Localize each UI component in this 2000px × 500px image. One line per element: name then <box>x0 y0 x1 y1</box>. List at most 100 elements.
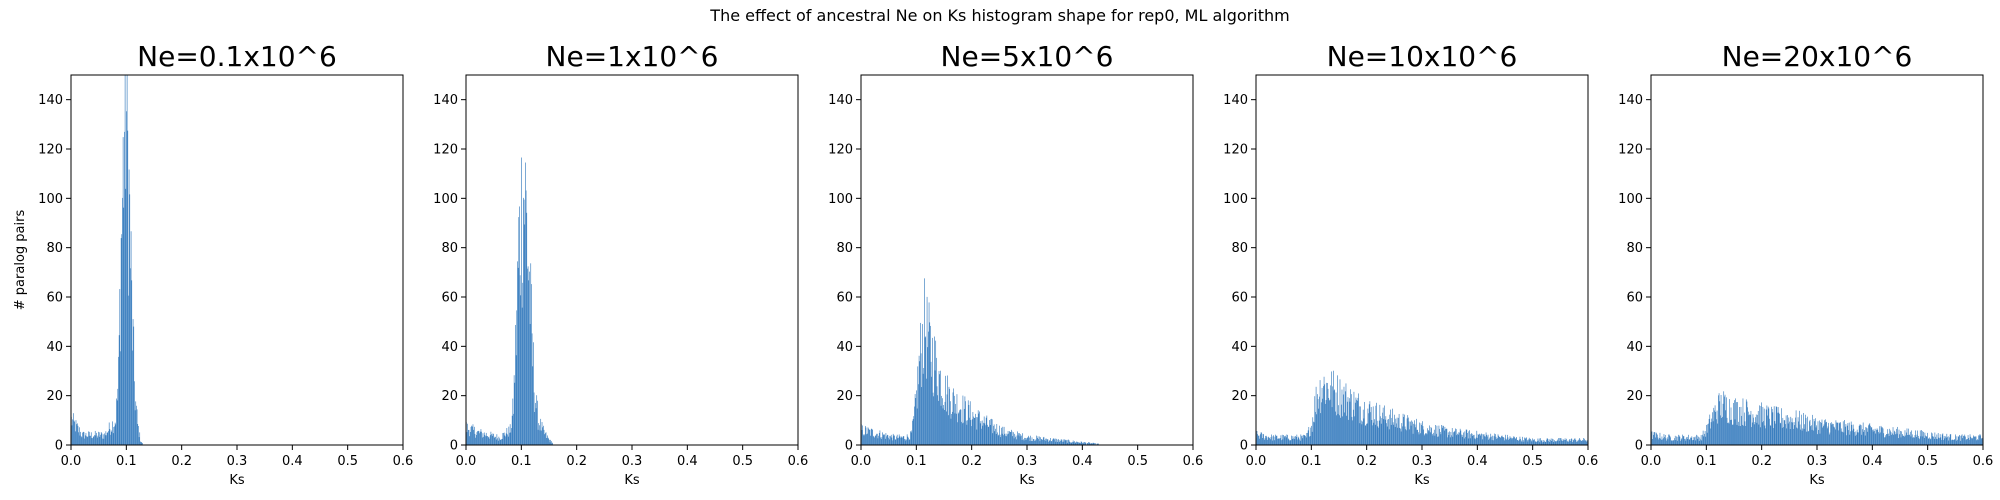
histogram-bar <box>1674 435 1676 445</box>
histogram-bar <box>1319 380 1321 445</box>
histogram-bar <box>991 418 992 445</box>
histogram-bar <box>1684 438 1686 445</box>
histogram-bar <box>1702 430 1704 445</box>
histogram-bar <box>1518 440 1519 445</box>
histogram-bar <box>1386 426 1388 445</box>
histogram-bar <box>1773 406 1775 445</box>
histogram-bar <box>1497 434 1499 445</box>
histogram-bar <box>1570 440 1571 445</box>
histogram-bar <box>1296 434 1298 445</box>
histogram-bar <box>121 234 123 445</box>
histogram-bar <box>1325 403 1326 445</box>
histogram-bar <box>1718 393 1720 445</box>
histogram-bar <box>1506 439 1507 445</box>
histogram-bar <box>1058 439 1059 445</box>
x-tick-label: 0.5 <box>1127 454 1148 469</box>
histogram-bar <box>1356 399 1357 445</box>
histogram-bar <box>1563 440 1565 445</box>
histogram-bar <box>924 337 926 445</box>
histogram-bar <box>1785 424 1786 445</box>
histogram-bar <box>1877 429 1879 445</box>
histogram-bar <box>1524 438 1526 445</box>
histogram-bar <box>952 392 954 445</box>
histogram-bar <box>1973 436 1975 445</box>
histogram-bar <box>995 434 997 445</box>
y-tick-label: 100 <box>1223 192 1248 207</box>
histogram-bar <box>1058 441 1060 445</box>
histogram-bar <box>1562 438 1564 445</box>
histogram-bar <box>1881 427 1883 445</box>
histogram-bar <box>1404 426 1406 445</box>
histogram-bar <box>1338 405 1339 445</box>
histogram-bar <box>956 394 958 445</box>
histogram-bar <box>1086 443 1088 445</box>
histogram-bar <box>1258 435 1260 445</box>
histogram-bar <box>1554 440 1555 445</box>
histogram-bar <box>915 398 917 445</box>
histogram-bar <box>1658 439 1659 445</box>
histogram-bar <box>1392 408 1393 445</box>
histogram-bar <box>1325 400 1327 445</box>
histogram-bar <box>1676 436 1677 445</box>
x-tick-label: 0.1 <box>116 454 137 469</box>
histogram-bar <box>998 434 1000 445</box>
histogram-bar <box>1439 431 1441 445</box>
x-axis-label: Ks <box>1809 473 1825 488</box>
histogram-bar <box>1947 437 1948 445</box>
histogram-bar <box>1408 417 1409 445</box>
histogram-bar <box>1816 425 1817 445</box>
histogram-bar <box>1926 436 1928 445</box>
histogram-bar <box>1771 409 1773 445</box>
histogram-bar <box>1939 438 1940 445</box>
histogram-bars <box>466 157 553 445</box>
histogram-bar <box>1528 439 1529 445</box>
histogram-bar <box>1973 435 1974 445</box>
histogram-bar <box>1066 440 1067 445</box>
histogram-bar <box>111 431 113 445</box>
histogram-bar <box>1012 436 1014 445</box>
histogram-bar <box>1457 434 1459 445</box>
histogram-bar <box>1745 399 1747 445</box>
histogram-bar <box>1802 428 1804 445</box>
histogram-bar <box>1403 416 1405 445</box>
histogram-bar <box>1055 441 1057 445</box>
histogram-bar <box>1483 434 1485 445</box>
histogram-bar <box>963 422 964 445</box>
histogram-bar <box>1431 428 1432 445</box>
histogram-bar <box>1513 437 1515 445</box>
histogram-bar <box>1533 439 1535 445</box>
histogram-bar <box>1703 436 1705 445</box>
histogram-bar <box>127 130 129 445</box>
histogram-bar <box>1870 425 1871 445</box>
histogram-bar <box>1376 402 1377 445</box>
histogram-bar <box>481 431 482 445</box>
y-tick-label: 40 <box>836 340 853 355</box>
histogram-bar <box>986 415 988 445</box>
histogram-bar <box>1841 431 1843 445</box>
histogram-bar <box>138 426 139 445</box>
histogram-bar <box>1501 436 1502 445</box>
histogram-bar <box>530 263 532 445</box>
histogram-bar <box>983 422 984 445</box>
histogram-bar <box>1970 436 1972 445</box>
histogram-bar <box>1287 435 1288 445</box>
histogram-bar <box>1868 424 1870 445</box>
histogram-bar <box>1021 435 1022 445</box>
histogram-bar <box>1277 438 1278 445</box>
histogram-bar <box>1720 415 1721 445</box>
histogram-bar <box>120 351 121 445</box>
histogram-bar <box>1517 439 1519 445</box>
histogram-bar <box>529 323 531 445</box>
histogram-bar <box>1957 436 1959 445</box>
histogram-bar <box>1538 438 1540 445</box>
histogram-bar <box>498 436 500 445</box>
histogram-bar <box>1451 435 1452 445</box>
histogram-bar <box>92 436 94 445</box>
histogram-bar <box>1543 441 1545 445</box>
histogram-bar <box>1514 438 1516 445</box>
histogram-bar <box>478 431 480 445</box>
histogram-bar <box>1844 419 1845 445</box>
histogram-bar <box>1663 434 1665 445</box>
histogram-bar <box>1072 440 1074 445</box>
histogram-bar <box>1681 438 1683 445</box>
